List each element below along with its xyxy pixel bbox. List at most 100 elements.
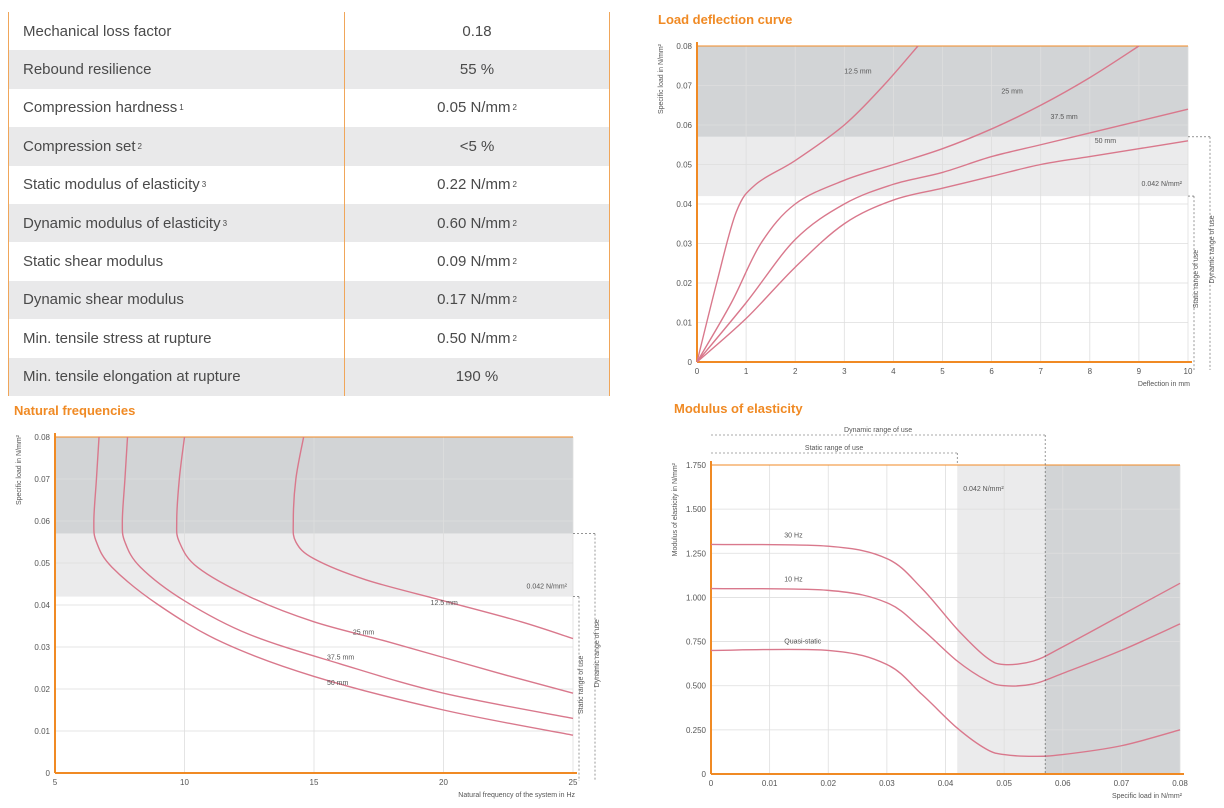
x-axis-label: Deflection in mm (1138, 381, 1190, 388)
x-tick-label: 9 (1137, 367, 1142, 376)
natural_frequencies-group: 5 10 15 20 25 0 0.01 0.02 0.03 0.04 0.05 0.06 0.07 0.… (16, 433, 601, 799)
curve-30-hz (710, 543, 1181, 666)
static-range-label: Static range of use (1193, 250, 1200, 308)
y-tick-label: 0.04 (676, 200, 692, 209)
curve-12-5-mm (292, 436, 574, 640)
y-tick-label: 0.04 (34, 601, 50, 610)
table-row: Static shear modulus 0.09 N/mm 2 (8, 242, 610, 281)
y-tick-label: 0.07 (34, 475, 50, 484)
y-tick-label: 0.06 (34, 517, 50, 526)
curve-12-5-mm (696, 45, 919, 363)
curve-25-mm (696, 45, 1140, 363)
dynamic-range-label: Dynamic range of use (594, 619, 601, 687)
x-tick-label: 7 (1038, 367, 1043, 376)
x-tick-label: 20 (439, 778, 448, 787)
curve-37-5-mm (696, 108, 1189, 363)
curve-label: 50 mm (327, 680, 349, 687)
dynamic-range-label: Dynamic range of use (1209, 215, 1216, 283)
curve-label: 30 Hz (784, 532, 803, 539)
curve-label: 10 Hz (784, 577, 803, 584)
property-name: Static shear modulus (8, 242, 344, 281)
property-name: Compression hardness 1 (8, 88, 344, 128)
curve-label: 37.5 mm (327, 655, 354, 662)
y-tick-label: 0 (702, 770, 707, 779)
x-axis-label: Natural frequency of the system in Hz (458, 792, 575, 799)
property-value: 0.05 N/mm 2 (344, 88, 610, 128)
x-tick-label: 0.01 (762, 779, 778, 788)
x-tick-label: 0 (695, 367, 700, 376)
x-tick-label: 0.03 (879, 779, 895, 788)
x-tick-label: 10 (1184, 367, 1193, 376)
x-tick-label: 2 (793, 367, 798, 376)
property-value: 190 % (344, 357, 610, 396)
y-tick-label: 1.500 (686, 505, 707, 514)
property-name: Rebound resilience (8, 50, 344, 89)
table-row: Min. tensile stress at rupture 0.50 N/mm 2 (8, 319, 610, 358)
property-name: Compression set 2 (8, 127, 344, 166)
dynamic-range-label: Dynamic range of use (844, 427, 912, 434)
x-tick-label: 0 (709, 779, 714, 788)
y-tick-label: 1.250 (686, 549, 707, 558)
x-tick-label: 4 (891, 367, 896, 376)
y-tick-label: 1.750 (686, 461, 707, 470)
modulus-elasticity-title: Modulus of elasticity (674, 401, 803, 416)
property-value: 0.17 N/mm 2 (344, 280, 610, 320)
property-name: Dynamic modulus of elasticity 3 (8, 203, 344, 243)
y-tick-label: 0.06 (676, 121, 692, 130)
table-row: Min. tensile elongation at rupture 190 % (8, 357, 610, 396)
x-tick-label: 0.04 (938, 779, 954, 788)
x-tick-label: 5 (940, 367, 945, 376)
limit-label: 0.042 N/mm² (1142, 181, 1183, 188)
curve-37-5-mm (121, 436, 574, 720)
x-tick-label: 0.06 (1055, 779, 1071, 788)
limit-label: 0.042 N/mm² (527, 584, 568, 591)
x-tick-label: 15 (310, 778, 319, 787)
y-tick-label: 0.03 (34, 643, 50, 652)
curve-label: Quasi-static (784, 638, 821, 645)
x-tick-label: 25 (569, 778, 578, 787)
load-deflection-title: Load deflection curve (658, 12, 793, 27)
x-tick-label: 0.05 (996, 779, 1012, 788)
y-axis-label: Modulus of elasticity in N/mm² (672, 462, 679, 556)
y-tick-label: 0.05 (34, 559, 50, 568)
y-tick-label: 0.01 (676, 319, 692, 328)
x-tick-label: 10 (180, 778, 189, 787)
curve-label: 12.5 mm (431, 600, 458, 607)
modulus_elasticity-group: 0 0.01 0.02 0.03 0.04 0.05 0.06 0.07 0.08 0 0.250 0… (672, 427, 1188, 800)
properties-table: Mechanical loss factor 0.18 Rebound resili… (8, 12, 610, 396)
table-row: Compression set 2 <5 % (8, 127, 610, 166)
y-tick-label: 0 (46, 769, 51, 778)
property-value: 0.60 N/mm 2 (344, 203, 610, 243)
y-tick-label: 0.01 (34, 727, 50, 736)
x-tick-label: 0.02 (820, 779, 836, 788)
y-axis-label: Specific load in N/mm² (658, 43, 665, 114)
static-range-label: Static range of use (578, 656, 585, 714)
table-row: Compression hardness 1 0.05 N/mm 2 (8, 88, 610, 128)
y-tick-label: 0.03 (676, 240, 692, 249)
x-tick-label: 8 (1088, 367, 1093, 376)
table-row: Rebound resilience 55 % (8, 50, 610, 89)
curve-label: 25 mm (1001, 88, 1023, 95)
limit-label: 0.042 N/mm² (963, 486, 1004, 493)
y-axis-label: Specific load in N/mm² (16, 434, 23, 505)
y-tick-label: 0.750 (686, 638, 707, 647)
property-name: Static modulus of elasticity 3 (8, 165, 344, 204)
x-tick-label: 0.08 (1172, 779, 1188, 788)
x-tick-label: 0.07 (1114, 779, 1130, 788)
property-name: Min. tensile elongation at rupture (8, 357, 344, 396)
curve-25-mm (175, 436, 574, 694)
y-tick-label: 0.08 (34, 433, 50, 442)
table-row: Mechanical loss factor 0.18 (8, 12, 610, 51)
curve-label: 25 mm (353, 629, 375, 636)
curve-10-hz (710, 587, 1181, 687)
property-name: Mechanical loss factor (8, 12, 344, 51)
y-tick-label: 1.000 (686, 593, 707, 602)
table-row: Static modulus of elasticity 3 0.22 N/mm 2 (8, 165, 610, 204)
property-value: 0.09 N/mm 2 (344, 242, 610, 281)
y-tick-label: 0.02 (34, 685, 50, 694)
y-tick-label: 0.02 (676, 279, 692, 288)
curve-quasi-static (710, 648, 1181, 758)
property-value: <5 % (344, 127, 610, 166)
property-name: Dynamic shear modulus (8, 280, 344, 320)
curve-label: 12.5 mm (844, 69, 871, 76)
